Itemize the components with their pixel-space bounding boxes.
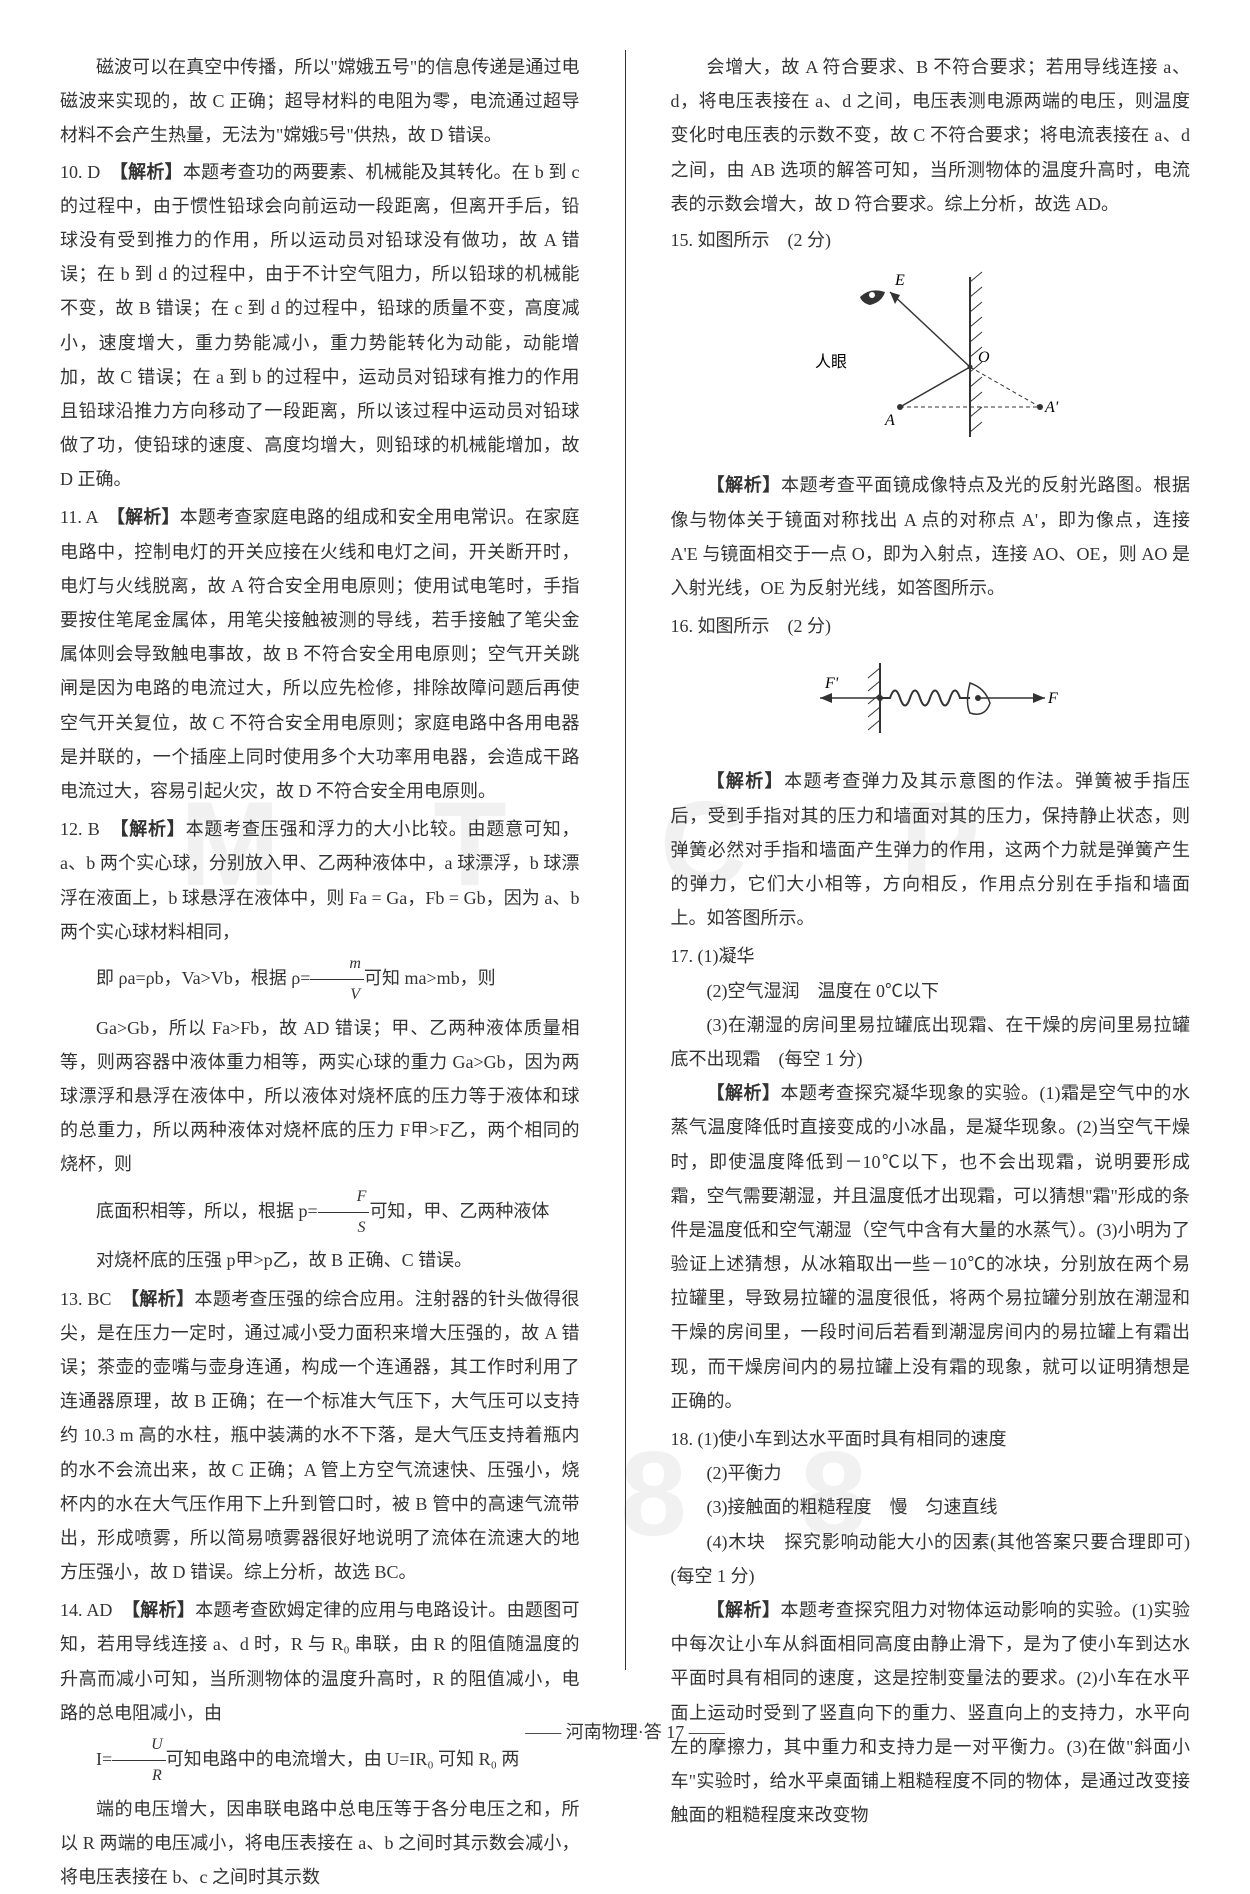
label-eye: 人眼 <box>815 353 847 371</box>
q15-answer: 如图所示 (2 分) <box>698 230 832 250</box>
analysis-label: 【解析】 <box>707 771 785 791</box>
question-16: 16. 如图所示 (2 分) <box>671 609 1191 935</box>
q10-analysis: 本题考查功的两要素、机械能及其转化。在 b 到 c 的过程中，由于惯性铅球会向前… <box>60 162 580 490</box>
q12-number: 12. B <box>60 819 100 839</box>
analysis-label: 【解析】 <box>707 1083 781 1103</box>
q12-analysis-3: Ga>Gb，所以 Fa>Fb，故 AD 错误；甲、乙两种液体质量相等，则两容器中… <box>60 1011 580 1182</box>
analysis-label: 【解析】 <box>119 162 183 182</box>
column-divider <box>625 50 626 1670</box>
continuation-text: 磁波可以在真空中传播，所以"嫦娥五号"的信息传递是通过电磁波来实现的，故 C 正… <box>60 50 580 153</box>
question-13: 13. BC 【解析】本题考查压强的综合应用。注射器的针头做得很尖，是在压力一定… <box>60 1282 580 1590</box>
q12-analysis-5: 对烧杯底的压强 p甲>p乙，故 B 正确、C 错误。 <box>60 1243 580 1277</box>
label-F: F <box>1047 690 1058 707</box>
analysis-label: 【解析】 <box>119 819 185 839</box>
q18-answer-1: (1)使小车到达水平面时具有相同的速度 <box>698 1429 1007 1449</box>
analysis-label: 【解析】 <box>116 507 180 527</box>
q17-answer-3: (3)在潮湿的房间里易拉罐底出现霜、在干燥的房间里易拉罐底不出现霜 (每空 1 … <box>671 1008 1191 1076</box>
q10-number: 10. D <box>60 162 100 182</box>
q13-number: 13. BC <box>60 1289 111 1309</box>
q17-answer-1: (1)凝华 <box>698 946 755 966</box>
figure-16-spring-diagram: F' F <box>671 653 1191 754</box>
q18-analysis: 本题考查探究阻力对物体运动影响的实验。(1)实验中每次让小车从斜面相同高度由静止… <box>671 1600 1191 1825</box>
q12-line4: 底面积相等，所以，根据 p=FS可知，甲、乙两种液体 <box>60 1182 580 1244</box>
label-A: A <box>884 412 895 429</box>
label-E: E <box>894 272 905 289</box>
q18-answer-3: (3)接触面的粗糙程度 慢 匀速直线 <box>671 1490 1191 1524</box>
q16-number: 16. <box>671 616 694 636</box>
question-15: 15. 如图所示 (2 分) <box>671 223 1191 605</box>
analysis-label: 【解析】 <box>707 1600 781 1620</box>
q17-number: 17. <box>671 946 694 966</box>
q13-analysis: 本题考查压强的综合应用。注射器的针头做得很尖，是在压力一定时，通过减小受力面积来… <box>60 1289 580 1583</box>
question-14: 14. AD 【解析】本题考查欧姆定律的应用与电路设计。由题图可知，若用导线连接… <box>60 1593 580 1894</box>
q14-analysis-3: 端的电压增大，因串联电路中总电压等于各分电压之和，所以 R 两端的电压减小，将电… <box>60 1792 580 1894</box>
q17-answer-2: (2)空气湿润 温度在 0℃以下 <box>671 974 1191 1008</box>
q18-answer-4: (4)木块 探究影响动能大小的因素(其他答案只要合理即可) (每空 1 分) <box>671 1525 1191 1593</box>
left-column: 磁波可以在真空中传播，所以"嫦娥五号"的信息传递是通过电磁波来实现的，故 C 正… <box>60 50 580 1670</box>
label-Aprime: A' <box>1044 399 1059 416</box>
analysis-label: 【解析】 <box>131 1600 195 1620</box>
analysis-label: 【解析】 <box>130 1289 194 1309</box>
right-column: 会增大，故 A 符合要求、B 不符合要求；若用导线连接 a、d，将电压表接在 a… <box>671 50 1191 1670</box>
q18-number: 18. <box>671 1429 694 1449</box>
q18-answer-2: (2)平衡力 <box>671 1456 1191 1490</box>
q11-number: 11. A <box>60 507 98 527</box>
question-10: 10. D 【解析】本题考查功的两要素、机械能及其转化。在 b 到 c 的过程中… <box>60 155 580 497</box>
continuation-text-right: 会增大，故 A 符合要求、B 不符合要求；若用导线连接 a、d，将电压表接在 a… <box>671 50 1191 221</box>
q12-line2: 即 ρa=ρb，Va>Vb，根据 ρ=mV可知 ma>mb，则 <box>60 949 580 1011</box>
q14-number: 14. AD <box>60 1600 112 1620</box>
q16-analysis: 本题考查弹力及其示意图的作法。弹簧被手指压后，受到手指对其的压力和墙面对其的压力… <box>671 771 1191 928</box>
figure-15-mirror-diagram: E 人眼 O A A' <box>671 267 1191 458</box>
two-column-layout: 磁波可以在真空中传播，所以"嫦娥五号"的信息传递是通过电磁波来实现的，故 C 正… <box>60 50 1190 1670</box>
q14-line2: I=UR可知电路中的电流增大，由 U=IR₀ 可知 R₀ 两 <box>60 1730 580 1792</box>
label-Fprime: F' <box>824 675 839 692</box>
question-18: 18. (1)使小车到达水平面时具有相同的速度 (2)平衡力 (3)接触面的粗糙… <box>671 1422 1191 1832</box>
q11-analysis: 本题考查家庭电路的组成和安全用电常识。在家庭电路中，控制电灯的开关应接在火线和电… <box>60 507 580 801</box>
question-11: 11. A 【解析】本题考查家庭电路的组成和安全用电常识。在家庭电路中，控制电灯… <box>60 500 580 808</box>
q16-answer: 如图所示 (2 分) <box>698 616 832 636</box>
q17-analysis: 本题考查探究凝华现象的实验。(1)霜是空气中的水蒸气温度降低时直接变成的小冰晶，… <box>671 1083 1191 1411</box>
label-O: O <box>978 349 990 366</box>
analysis-label: 【解析】 <box>707 475 781 495</box>
question-17: 17. (1)凝华 (2)空气湿润 温度在 0℃以下 (3)在潮湿的房间里易拉罐… <box>671 939 1191 1418</box>
q15-number: 15. <box>671 230 694 250</box>
question-12: 12. B 【解析】本题考查压强和浮力的大小比较。由题意可知，a、b 两个实心球… <box>60 812 580 1277</box>
